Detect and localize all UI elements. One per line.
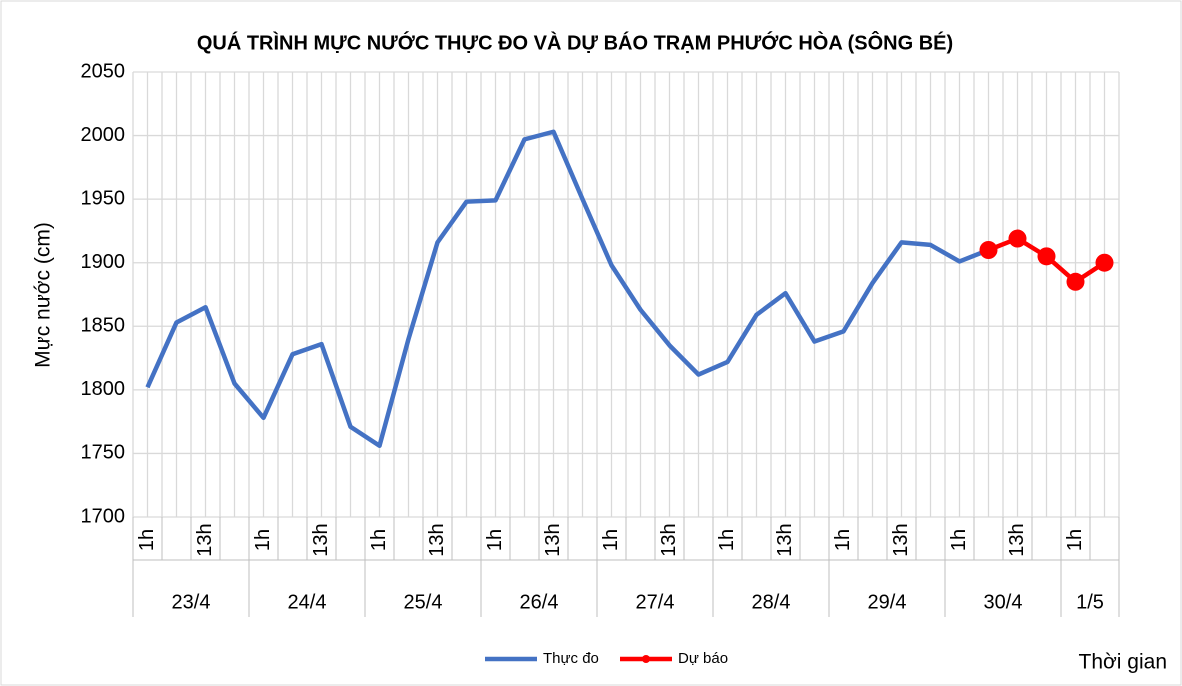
series-marker [1008, 229, 1027, 248]
x-group-label: 24/4 [288, 591, 327, 613]
x-tick-label: 13h [658, 523, 680, 556]
y-tick-label: 1950 [81, 187, 126, 209]
x-group-label: 1/5 [1076, 591, 1104, 613]
y-tick-label: 2050 [81, 60, 126, 82]
x-group-label: 23/4 [172, 591, 211, 613]
x-group-label: 30/4 [984, 591, 1023, 613]
x-group-label: 28/4 [752, 591, 791, 613]
y-tick-label: 1750 [81, 442, 126, 464]
x-tick-label: 13h [774, 523, 796, 556]
x-tick-label: 13h [890, 523, 912, 556]
series-line [145, 129, 990, 449]
y-tick-label: 1800 [81, 378, 126, 400]
x-tick-label: 1h [368, 529, 390, 551]
series-marker [979, 241, 998, 259]
x-group-label: 26/4 [520, 591, 559, 613]
x-axis-label: Thời gian [1079, 651, 1167, 674]
x-group-label: 27/4 [636, 591, 675, 613]
x-tick-label: 1h [1064, 529, 1086, 551]
legend-label: Thực đo [543, 650, 599, 667]
series-marker [1095, 253, 1114, 272]
chart-title: QUÁ TRÌNH MỰC NƯỚC THỰC ĐO VÀ DỰ BÁO TRẠ… [197, 30, 953, 54]
x-tick-label: 1h [252, 529, 274, 551]
y-tick-label: 2000 [81, 124, 126, 146]
y-axis-label: Mực nước (cm) [32, 222, 55, 368]
x-tick-label: 1h [484, 529, 506, 551]
x-tick-label: 1h [716, 529, 738, 551]
x-tick-label: 1h [136, 529, 158, 551]
x-tick-label: 13h [194, 523, 216, 556]
x-tick-label: 1h [600, 529, 622, 551]
series-marker [1037, 247, 1056, 266]
x-group-label: 25/4 [404, 591, 443, 613]
x-tick-label: 13h [542, 523, 564, 556]
y-tick-label: 1900 [81, 251, 126, 273]
legend-label: Dự báo [678, 650, 728, 667]
y-tick-label: 1700 [81, 505, 126, 527]
x-tick-label: 13h [1006, 523, 1028, 556]
x-tick-label: 1h [948, 529, 970, 551]
series-marker [1066, 272, 1085, 291]
x-tick-label: 13h [426, 523, 448, 556]
x-tick-label: 13h [310, 523, 332, 556]
y-tick-label: 1850 [81, 315, 126, 337]
x-tick-label: 1h [832, 529, 854, 551]
legend-marker [642, 655, 650, 663]
x-group-label: 29/4 [868, 591, 907, 613]
